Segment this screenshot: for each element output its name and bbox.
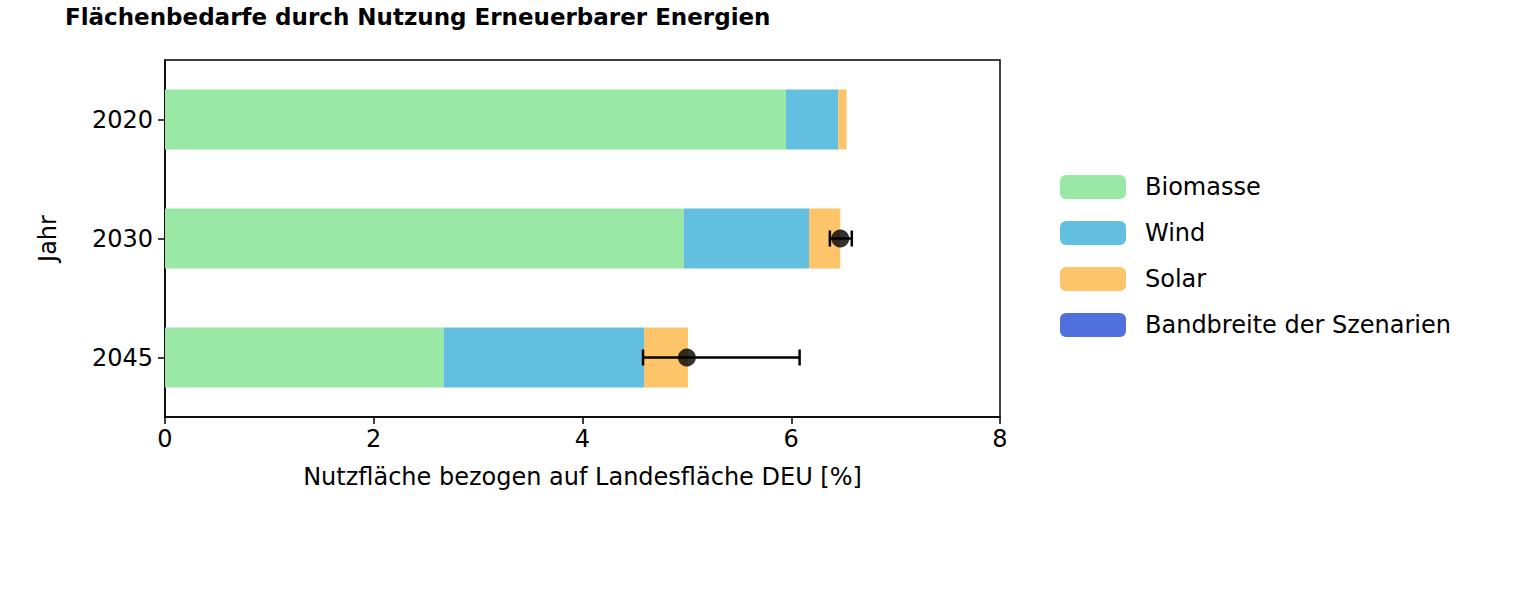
svg-text:Solar: Solar [1145, 265, 1206, 293]
svg-text:Nutzfläche bezogen auf Landesf: Nutzfläche bezogen auf Landesfläche DEU … [303, 463, 862, 491]
svg-text:2020: 2020 [92, 106, 153, 134]
svg-text:Biomasse: Biomasse [1145, 173, 1261, 201]
svg-text:6: 6 [784, 425, 799, 453]
svg-text:Jahr: Jahr [34, 215, 62, 264]
svg-text:Wind: Wind [1145, 219, 1205, 247]
svg-text:2: 2 [366, 425, 381, 453]
svg-text:4: 4 [575, 425, 590, 453]
svg-text:0: 0 [157, 425, 172, 453]
svg-text:Flächenbedarfe durch Nutzung E: Flächenbedarfe durch Nutzung Erneuerbare… [65, 4, 771, 30]
svg-text:Bandbreite der Szenarien: Bandbreite der Szenarien [1145, 311, 1451, 339]
svg-text:2030: 2030 [92, 225, 153, 253]
svg-text:8: 8 [992, 425, 1007, 453]
svg-text:2045: 2045 [92, 344, 153, 372]
